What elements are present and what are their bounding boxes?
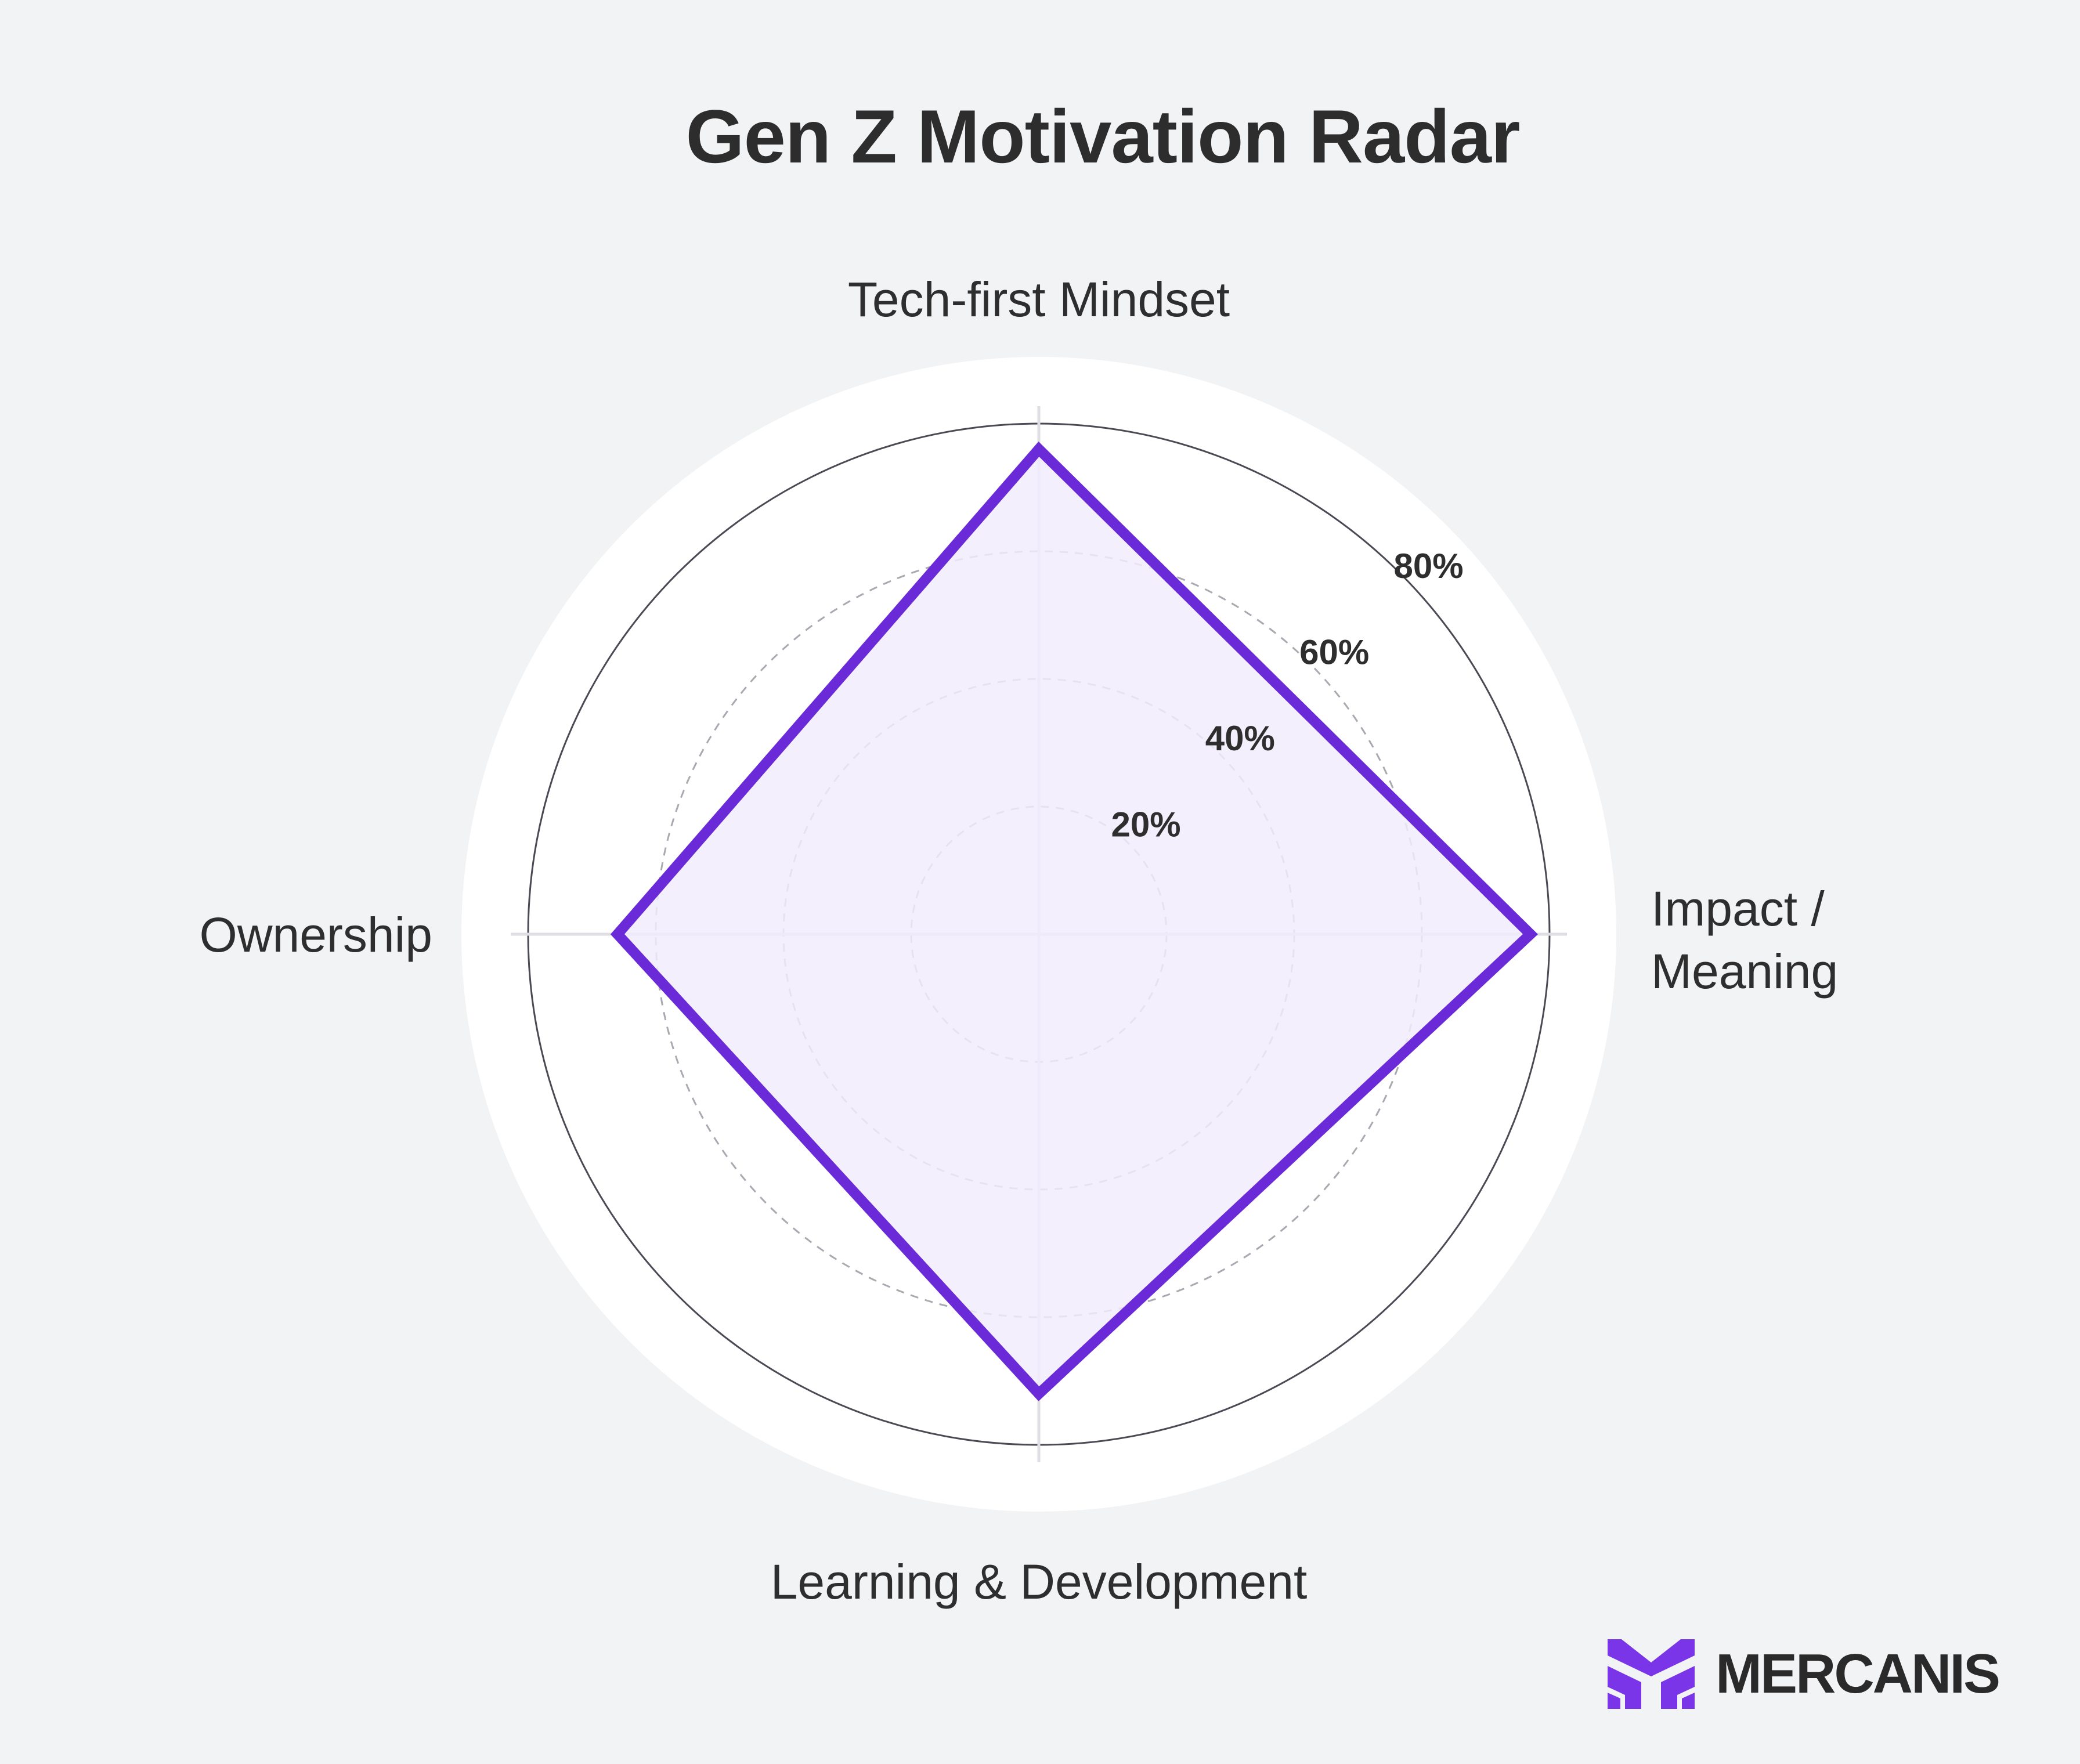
axis-label-2: Learning & Development (771, 1555, 1308, 1609)
tick-label-40: 40% (1205, 719, 1275, 758)
axis-label-1-line-1: Meaning (1651, 944, 1838, 999)
logo-right-foot (1682, 1693, 1695, 1709)
tick-label-80: 80% (1393, 547, 1463, 585)
axis-labels: Tech-first Mindset Impact / Meaning Learnin… (199, 272, 1838, 1609)
brand-name: MERCANIS (1716, 1643, 2000, 1705)
tick-label-20: 20% (1111, 805, 1180, 844)
radial-tick-labels: 20% 40% 60% 80% (1111, 547, 1463, 844)
axis-label-1-line-0: Impact / (1651, 881, 1825, 936)
logo-top-bar (1608, 1639, 1695, 1676)
tick-label-60: 60% (1299, 632, 1369, 671)
chart-title: Gen Z Motivation Radar (685, 94, 1520, 179)
series-polygon-0 (610, 441, 1538, 1401)
brand: MERCANIS (1608, 1639, 2000, 1709)
radar-series (610, 441, 1538, 1401)
logo-right-lower (1661, 1666, 1695, 1709)
axis-label-3: Ownership (199, 908, 432, 962)
logo-left-lower (1608, 1666, 1641, 1709)
axis-label-0: Tech-first Mindset (848, 272, 1230, 327)
axis-label-1: Impact / Meaning (1651, 881, 1838, 999)
mercanis-logo-icon (1608, 1639, 1695, 1709)
logo-left-foot (1608, 1693, 1620, 1709)
